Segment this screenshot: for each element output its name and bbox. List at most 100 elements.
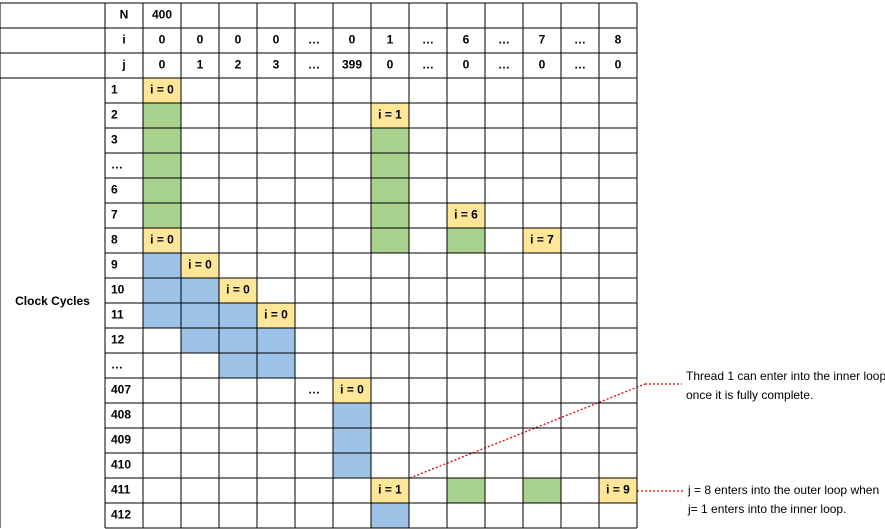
- cell-text: i = 0: [226, 283, 250, 297]
- cell-fill: [219, 353, 257, 378]
- header-value: …: [498, 58, 510, 72]
- cell-fill: [219, 278, 257, 303]
- cell-fill: [371, 503, 409, 528]
- cell-fill: [257, 328, 295, 353]
- header-value: …: [574, 58, 586, 72]
- header-value: 0: [463, 58, 470, 72]
- row-label: 2: [111, 108, 118, 122]
- cell-text: i = 9: [606, 483, 630, 497]
- header-label: j: [121, 58, 125, 72]
- row-label: 12: [111, 333, 125, 347]
- row-label: …: [111, 358, 123, 372]
- header-value: 0: [235, 33, 242, 47]
- cell-fill: [333, 403, 371, 428]
- cell-text: i = 6: [454, 208, 478, 222]
- row-label: 410: [111, 458, 131, 472]
- header-value: 0: [159, 33, 166, 47]
- cell-text: i = 0: [188, 258, 212, 272]
- header-value: 1: [387, 33, 394, 47]
- cell-text: i = 7: [530, 233, 554, 247]
- annotation: j= 1 enters into the inner loop.: [687, 502, 846, 516]
- header-value: 0: [349, 33, 356, 47]
- cell-fill: [143, 78, 181, 103]
- header-value: …: [308, 33, 320, 47]
- header-label: i: [122, 33, 125, 47]
- row-label: 6: [111, 183, 118, 197]
- row-label: 408: [111, 408, 131, 422]
- row-label: 1: [111, 83, 118, 97]
- cell-fill: [181, 328, 219, 353]
- cell-fill: [143, 178, 181, 203]
- header-value: 6: [463, 33, 470, 47]
- cell-fill: [219, 328, 257, 353]
- cell-fill: [371, 478, 409, 503]
- cell-fill: [333, 428, 371, 453]
- cell-fill: [371, 228, 409, 253]
- cell-fill: [257, 353, 295, 378]
- cell-fill: [143, 228, 181, 253]
- header-label: N: [120, 8, 129, 22]
- row-label: 3: [111, 133, 118, 147]
- row-label: 411: [111, 483, 131, 497]
- header-value: …: [574, 33, 586, 47]
- cell-fill: [447, 478, 485, 503]
- cell-fill: [447, 228, 485, 253]
- row-label: 412: [111, 508, 131, 522]
- cell-fill: [181, 278, 219, 303]
- cell-fill: [333, 378, 371, 403]
- annotation: once it is fully complete.: [686, 388, 813, 402]
- cell-fill: [181, 253, 219, 278]
- cell-text: i = 0: [264, 308, 288, 322]
- cell-fill: [599, 478, 637, 503]
- side-label: Clock Cycles: [15, 294, 90, 308]
- row-label: 9: [111, 258, 118, 272]
- header-value: …: [308, 58, 320, 72]
- cell-fill: [333, 453, 371, 478]
- cell-fill: [143, 203, 181, 228]
- cell-fill: [371, 203, 409, 228]
- cell-text: i = 1: [378, 108, 402, 122]
- row-label: 409: [111, 433, 131, 447]
- row-label: 10: [111, 283, 125, 297]
- header-value: 0: [273, 33, 280, 47]
- header-value: 399: [342, 58, 362, 72]
- cell-text: i = 1: [378, 483, 402, 497]
- row-label: …: [111, 158, 123, 172]
- header-value: 3: [273, 58, 280, 72]
- row-label: 407: [111, 383, 131, 397]
- cell-fill: [143, 128, 181, 153]
- cell-fill: [143, 278, 181, 303]
- row-label: 8: [111, 233, 118, 247]
- header-value: 0: [197, 33, 204, 47]
- cell-text: …: [308, 383, 320, 397]
- cell-fill: [143, 303, 181, 328]
- header-value: 7: [539, 33, 546, 47]
- header-value: 0: [387, 58, 394, 72]
- header-value: 0: [615, 58, 622, 72]
- pointer: [394, 383, 646, 485]
- header-value: 0: [539, 58, 546, 72]
- cell-fill: [143, 103, 181, 128]
- cell-text: i = 0: [150, 233, 174, 247]
- cell-fill: [371, 103, 409, 128]
- cell-text: i = 0: [340, 383, 364, 397]
- header-value: 0: [159, 58, 166, 72]
- annotation: Thread 1 can enter into the inner loop: [686, 369, 885, 383]
- header-value: 8: [615, 33, 622, 47]
- header-value: …: [422, 58, 434, 72]
- header-value: 2: [235, 58, 242, 72]
- cell-fill: [371, 178, 409, 203]
- header-value: 400: [152, 8, 172, 22]
- header-value: 1: [197, 58, 204, 72]
- cell-fill: [181, 303, 219, 328]
- row-label: 7: [111, 208, 118, 222]
- cell-fill: [447, 203, 485, 228]
- cell-text: i = 0: [150, 83, 174, 97]
- row-label: 11: [111, 308, 124, 322]
- cell-fill: [143, 153, 181, 178]
- header-value: …: [422, 33, 434, 47]
- cell-fill: [143, 253, 181, 278]
- cell-fill: [219, 303, 257, 328]
- header-value: …: [498, 33, 510, 47]
